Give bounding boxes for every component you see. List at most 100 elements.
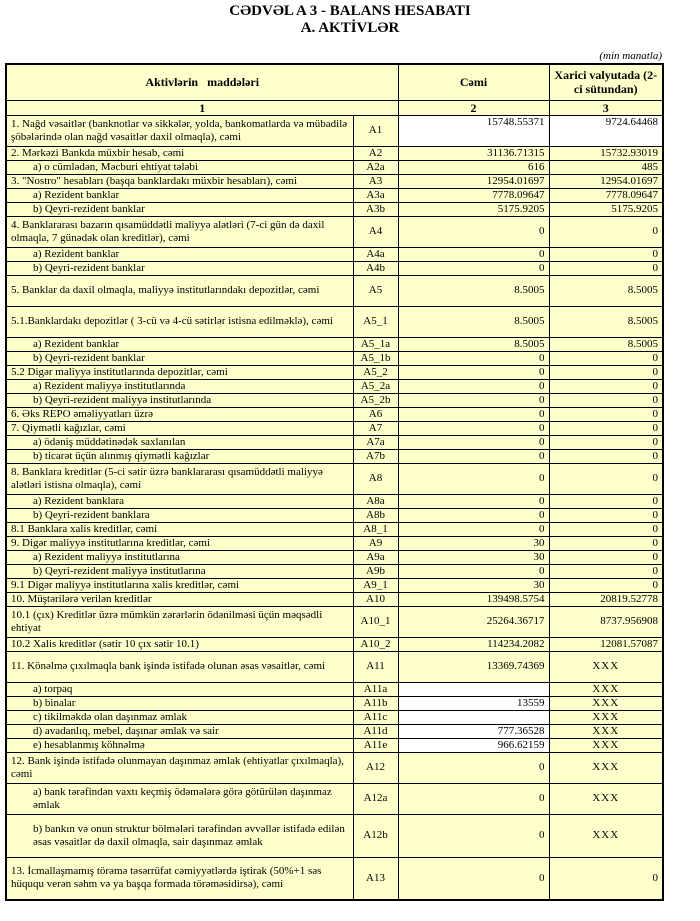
table-row: a) Rezident maliyyə institutlarında A5_2a… bbox=[5, 378, 664, 394]
table-row: a) Rezident banklara A8a 0 0 bbox=[5, 493, 664, 509]
row-label: a) Rezident banklar bbox=[5, 187, 354, 203]
row-code: A12b bbox=[352, 813, 399, 858]
row-foreign-value: 7778.09647 bbox=[548, 187, 664, 203]
report-title-line2: A. AKTİVLƏR bbox=[300, 20, 400, 36]
row-foreign-value: 15732.93019 bbox=[548, 145, 664, 161]
table-row: 3. "Nostro" hesabları (başqa banklardakı… bbox=[5, 173, 664, 189]
row-total-value: 0 bbox=[397, 448, 550, 464]
report-title: CƏDVƏL A 3 - BALANS HESABATI A. AKTİVLƏR bbox=[0, 0, 700, 37]
row-foreign-value: 0 bbox=[548, 215, 664, 248]
row-label: c) tikilməkdə olan daşınmaz əmlak bbox=[5, 709, 354, 725]
row-code: A8_1 bbox=[352, 521, 399, 537]
row-foreign-value: 12081.57087 bbox=[548, 636, 664, 652]
row-foreign-value: 0 bbox=[548, 577, 664, 593]
row-label: a) bank tərəfindən vaxtı keçmiş ödəmələr… bbox=[5, 782, 354, 815]
table-row: 10.2 Xalis kreditlər (sətir 10 çıx sətir… bbox=[5, 636, 664, 652]
table-row: a) bank tərəfindən vaxtı keçmiş ödəmələr… bbox=[5, 782, 664, 815]
row-code: A10 bbox=[352, 591, 399, 607]
row-label: 9.1 Digər maliyyə institutlarına xalis k… bbox=[5, 577, 354, 593]
row-label: 5. Banklar da daxil olmaqla, maliyyə ins… bbox=[5, 274, 354, 307]
table-body: 1. Nağd vəsaitlər (banknotlar və sikkələ… bbox=[5, 114, 664, 901]
row-total-value: 15748.55371 bbox=[397, 114, 550, 147]
row-label: 5.1.Banklardakı depozitlər ( 3-cü və 4-c… bbox=[5, 305, 354, 338]
row-code: A5_1a bbox=[352, 336, 399, 352]
table-row: b) ticarət üçün alınmış qiymətli kağızla… bbox=[5, 448, 664, 464]
table-row: b) Qeyri-rezident maliyyə institutlarınd… bbox=[5, 392, 664, 408]
row-total-value: 0 bbox=[397, 563, 550, 579]
row-code: A3 bbox=[352, 173, 399, 189]
row-foreign-value: 0 bbox=[548, 246, 664, 262]
row-code: A11e bbox=[352, 737, 399, 753]
row-label: 8. Banklara kreditlər (5-ci sətir üzrə b… bbox=[5, 462, 354, 495]
table-row: 9. Digər maliyyə institutlarına kreditlə… bbox=[5, 535, 664, 551]
row-total-value: 139498.5754 bbox=[397, 591, 550, 607]
table-row: 1. Nağd vəsaitlər (banknotlar və sikkələ… bbox=[5, 114, 664, 147]
row-total-value: 0 bbox=[397, 378, 550, 394]
col-header-total: Cəmi bbox=[397, 63, 550, 101]
row-code: A11d bbox=[352, 723, 399, 739]
row-total-value: 8.5005 bbox=[397, 305, 550, 338]
table-row: 9.1 Digər maliyyə institutlarına xalis k… bbox=[5, 577, 664, 593]
table-row: a) Rezident maliyyə institutlarına A9a 30 0 bbox=[5, 549, 664, 565]
row-total-value: 5175.9205 bbox=[397, 201, 550, 217]
row-label: a) Rezident banklar bbox=[5, 246, 354, 262]
table-row: 2. Mərkəzi Bankda müxbir hesab, cəmi A2 31… bbox=[5, 145, 664, 161]
row-foreign-value: 485 bbox=[548, 159, 664, 175]
row-foreign-value: 0 bbox=[548, 364, 664, 380]
row-foreign-value: 8.5005 bbox=[548, 305, 664, 338]
row-foreign-value: 12954.01697 bbox=[548, 173, 664, 189]
row-total-value: 0 bbox=[397, 260, 550, 276]
row-foreign-value: 0 bbox=[548, 493, 664, 509]
row-label: b) Qeyri-rezident banklar bbox=[5, 350, 354, 366]
row-code: A4 bbox=[352, 215, 399, 248]
row-total-value: 0 bbox=[397, 350, 550, 366]
row-label: 10.1 (çıx) Kreditlər üzrə mümkün zərərlə… bbox=[5, 605, 354, 638]
row-code: A11c bbox=[352, 709, 399, 725]
row-total-value: 0 bbox=[397, 215, 550, 248]
row-code: A11 bbox=[352, 650, 399, 683]
table-row: 10. Müştərilərə verilən kreditlər A10 1394… bbox=[5, 591, 664, 607]
row-code: A4b bbox=[352, 260, 399, 276]
row-total-value: 0 bbox=[397, 434, 550, 450]
unit-note: (min manatla) bbox=[599, 50, 662, 62]
row-total-value: 0 bbox=[397, 521, 550, 537]
row-label: 3. "Nostro" hesabları (başqa banklardakı… bbox=[5, 173, 354, 189]
row-label: e) hesablanmış köhnəlmə bbox=[5, 737, 354, 753]
row-label: 7. Qiymətli kağızlar, cəmi bbox=[5, 420, 354, 436]
table-row: 5.2 Digər maliyyə institutlarında depozi… bbox=[5, 364, 664, 380]
row-label: 10. Müştərilərə verilən kreditlər bbox=[5, 591, 354, 607]
row-label: d) avadanlıq, mebel, daşınar əmlak və sa… bbox=[5, 723, 354, 739]
table-row: 8.1 Banklara xalis kreditlər, cəmi A8_1 0 0 bbox=[5, 521, 664, 537]
row-foreign-value: 0 bbox=[548, 856, 664, 901]
row-total-value: 0 bbox=[397, 782, 550, 815]
row-foreign-value: 20819.52778 bbox=[548, 591, 664, 607]
row-foreign-value: 8737.956908 bbox=[548, 605, 664, 638]
row-code: A7 bbox=[352, 420, 399, 436]
row-label: 9. Digər maliyyə institutlarına kreditlə… bbox=[5, 535, 354, 551]
row-foreign-value: 0 bbox=[548, 350, 664, 366]
row-foreign-value: 8.5005 bbox=[548, 336, 664, 352]
row-foreign-value: 0 bbox=[548, 392, 664, 408]
row-total-value: 0 bbox=[397, 507, 550, 523]
table-row: a) torpaq A11a XXX bbox=[5, 681, 664, 697]
row-label: 4. Banklararası bazarın qısamüddətli mal… bbox=[5, 215, 354, 248]
row-label: b) Qeyri-rezident banklar bbox=[5, 201, 354, 217]
row-foreign-value: XXX bbox=[548, 650, 664, 683]
row-label: 8.1 Banklara xalis kreditlər, cəmi bbox=[5, 521, 354, 537]
row-code: A8 bbox=[352, 462, 399, 495]
table-row: 5.1.Banklardakı depozitlər ( 3-cü və 4-c… bbox=[5, 305, 664, 338]
row-label: 1. Nağd vəsaitlər (banknotlar və sikkələ… bbox=[5, 114, 354, 147]
row-total-value: 13559 bbox=[397, 695, 550, 711]
row-total-value: 8.5005 bbox=[397, 336, 550, 352]
table-row: a) ödəniş müddətinədək saxlanılan A7a 0 0 bbox=[5, 434, 664, 450]
table-row: b) Qeyri-rezident banklara A8b 0 0 bbox=[5, 507, 664, 523]
row-code: A6 bbox=[352, 406, 399, 422]
row-total-value: 0 bbox=[397, 751, 550, 784]
table-row: 5. Banklar da daxil olmaqla, maliyyə ins… bbox=[5, 274, 664, 307]
row-code: A9_1 bbox=[352, 577, 399, 593]
row-total-value: 966.62159 bbox=[397, 737, 550, 753]
row-total-value: 0 bbox=[397, 420, 550, 436]
row-code: A2 bbox=[352, 145, 399, 161]
row-label: b) bankın və onun struktur bölmələri tər… bbox=[5, 813, 354, 858]
row-total-value: 0 bbox=[397, 856, 550, 901]
